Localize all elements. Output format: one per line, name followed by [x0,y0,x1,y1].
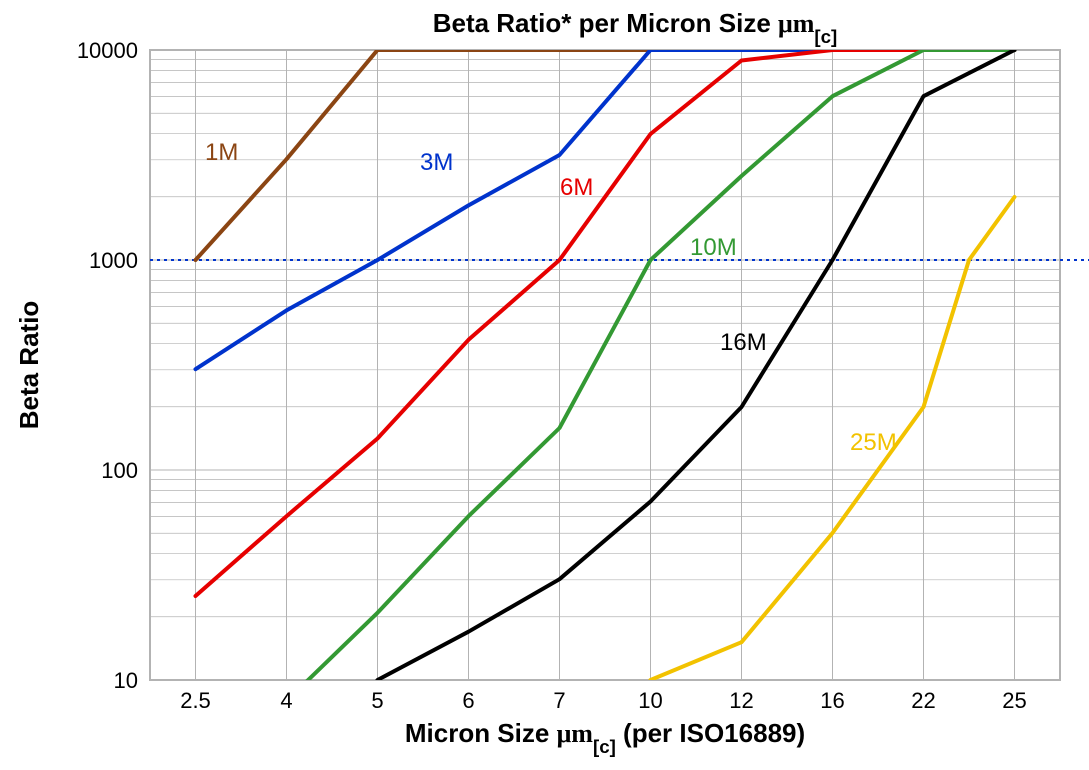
xlabel-sub: [c] [593,736,616,757]
xtick-label: 4 [280,688,292,713]
xtick-label: 5 [371,688,383,713]
ytick-label: 100 [101,458,138,483]
xtick-label: 6 [462,688,474,713]
xtick-label: 7 [553,688,565,713]
series-label-6M: 6M [560,174,593,201]
series-label-10M: 10M [690,234,737,261]
y-axis-label: Beta Ratio [14,301,44,430]
x-axis-label: Micron Size μm[c] (per ISO16889) [405,718,805,757]
xlabel-mu: μm [557,719,594,748]
ytick-label: 10 [114,668,138,693]
xlabel-suffix: (per ISO16889) [616,718,805,748]
ytick-label: 1000 [89,248,138,273]
series-label-16M: 16M [720,329,767,356]
series-label-3M: 3M [420,149,453,176]
xlabel-prefix: Micron Size [405,718,557,748]
title-text: Beta Ratio* per Micron Size [433,8,778,38]
series-label-25M: 25M [850,429,897,456]
chart-svg: 1M 3M 6M 10M 16M 25M 10 100 1000 10000 2.5 4 5 6 7 10 12… [0,0,1089,770]
xtick-label: 22 [911,688,935,713]
xtick-label: 16 [820,688,844,713]
xtick-label: 12 [729,688,753,713]
beta-ratio-chart: 1M 3M 6M 10M 16M 25M 10 100 1000 10000 2.5 4 5 6 7 10 12… [0,0,1089,770]
ytick-label: 10000 [77,38,138,63]
xtick-label: 2.5 [180,688,211,713]
chart-title: Beta Ratio* per Micron Size μm[c] [433,8,838,47]
xtick-label: 10 [638,688,662,713]
xtick-label: 25 [1002,688,1026,713]
series-label-1M: 1M [205,139,238,166]
title-sub: [c] [814,26,837,47]
title-mu: μm [778,9,815,38]
